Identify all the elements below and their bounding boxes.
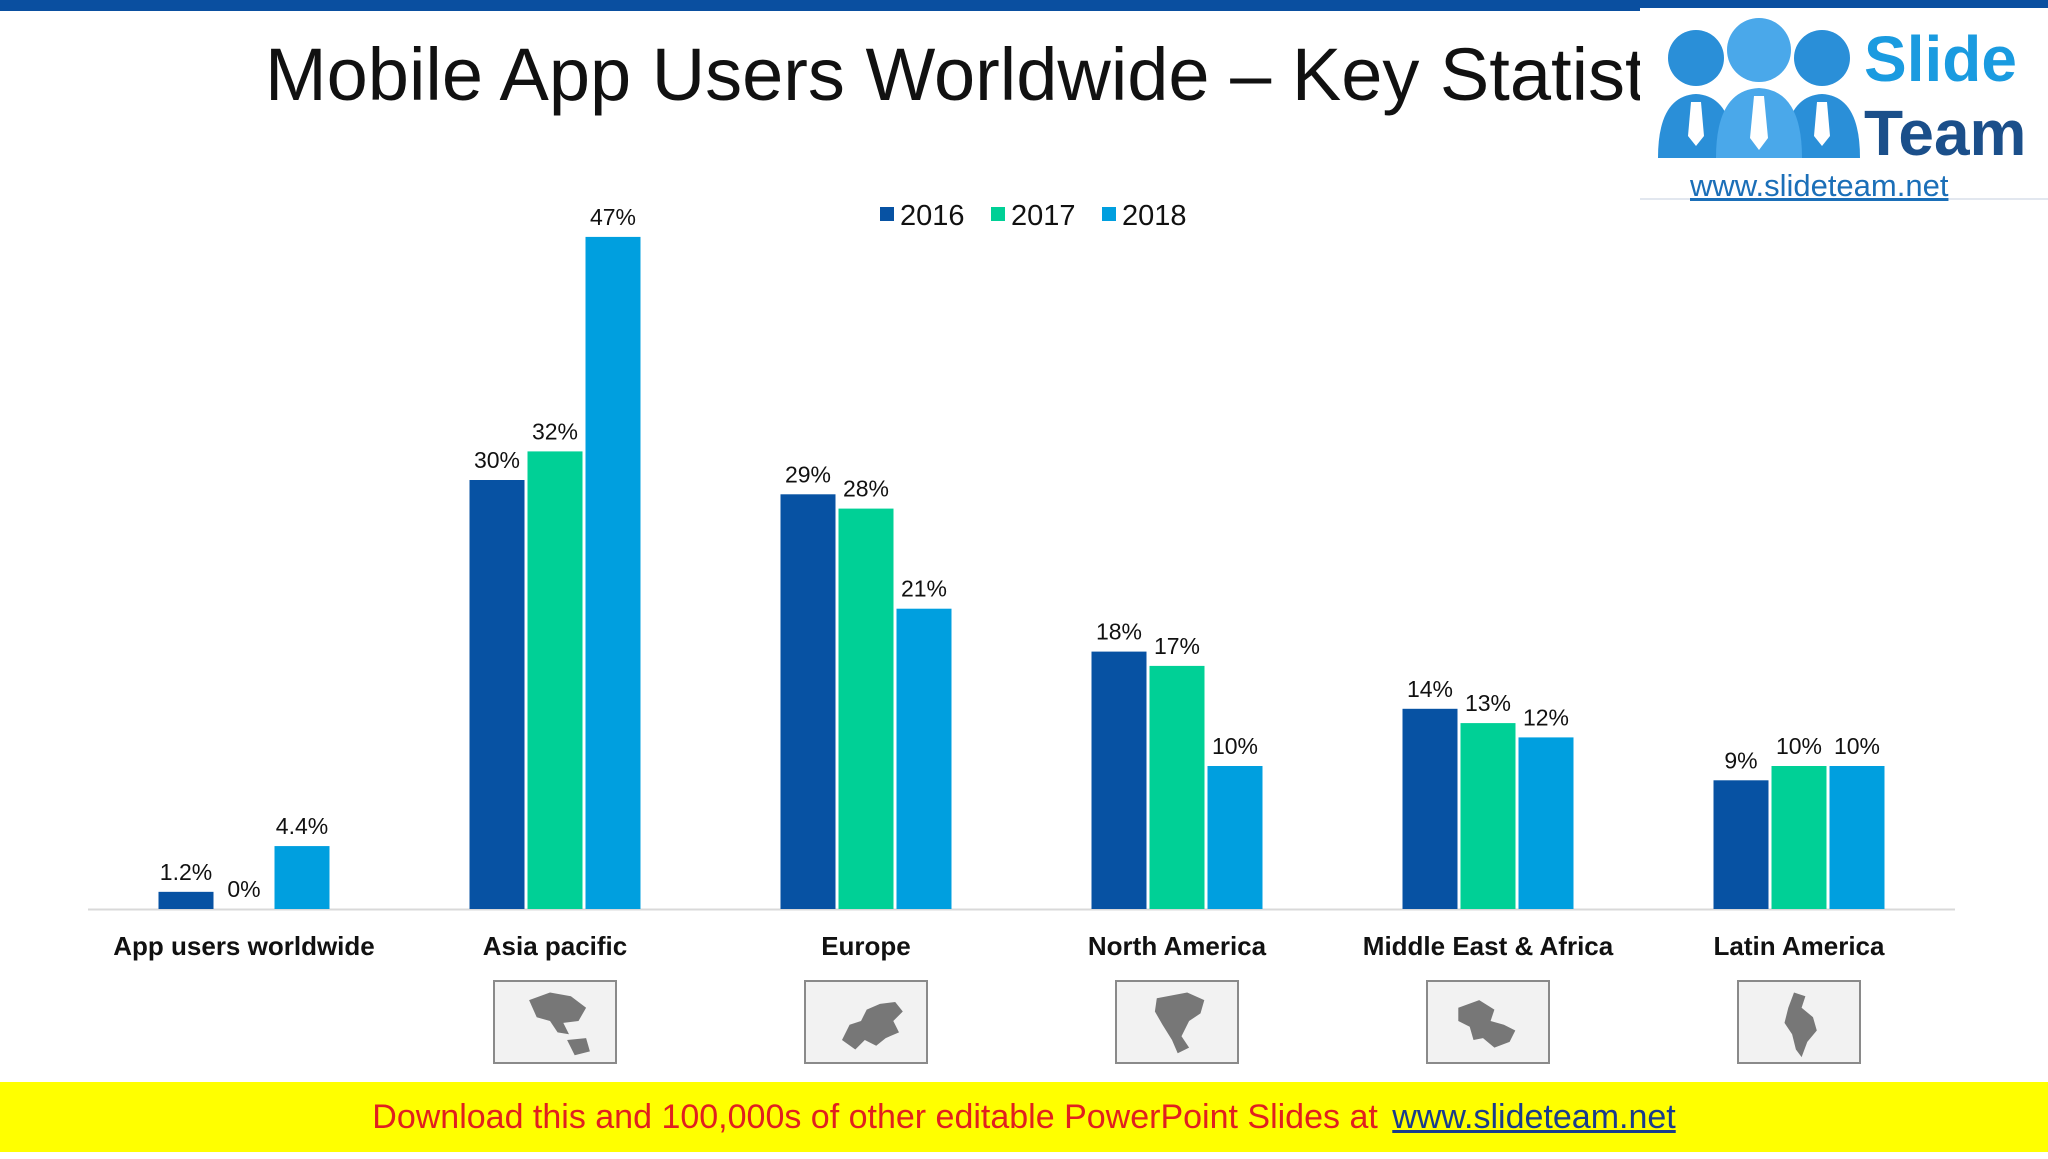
- footer-link[interactable]: www.slideteam.net: [1392, 1098, 1676, 1136]
- logo-url-link[interactable]: www.slideteam.net: [1690, 168, 1949, 203]
- data-label-2018-2: 21%: [901, 576, 947, 602]
- category-label-5: Latin America: [1714, 931, 1886, 961]
- data-label-2018-1: 47%: [590, 204, 636, 230]
- bar-2016-1: [469, 480, 525, 909]
- middle-east-africa-map-icon: [1458, 1000, 1516, 1048]
- data-label-2016-0: 1.2%: [160, 859, 212, 885]
- europe-map-icon: [842, 1002, 903, 1050]
- bar-2016-4: [1402, 708, 1458, 909]
- data-label-2018-3: 10%: [1212, 733, 1258, 759]
- data-label-2017-1: 32%: [532, 418, 578, 444]
- legend-swatch-2017: [991, 207, 1005, 221]
- data-label-2017-0: 0%: [227, 876, 260, 902]
- north-america-map-icon: [1154, 992, 1205, 1054]
- data-label-2016-5: 9%: [1724, 747, 1757, 773]
- logo-brand-bottom: Team: [1864, 97, 2027, 169]
- bar-2017-3: [1149, 665, 1205, 909]
- legend-label-2016: 2016: [900, 200, 965, 232]
- data-label-2017-2: 28%: [843, 476, 889, 502]
- slide-title: Mobile App Users Worldwide – Key Statist…: [265, 33, 1737, 116]
- bar-2018-1: [585, 236, 641, 909]
- bar-2018-4: [1518, 737, 1574, 909]
- category-label-2: Europe: [821, 931, 911, 961]
- footer-text: Download this and 100,000s of other edit…: [372, 1098, 1378, 1136]
- bar-2016-2: [780, 494, 836, 909]
- bar-2016-3: [1091, 651, 1147, 909]
- top-accent-bar: [0, 0, 2048, 11]
- bar-2017-1: [527, 451, 583, 909]
- data-label-2017-5: 10%: [1776, 733, 1822, 759]
- legend-swatch-2016: [880, 207, 894, 221]
- bar-2018-3: [1207, 766, 1263, 909]
- people-icon: [1658, 18, 1860, 158]
- bar-2018-0: [274, 846, 330, 909]
- data-label-2016-4: 14%: [1407, 676, 1453, 702]
- data-label-2017-4: 13%: [1465, 690, 1511, 716]
- data-label-2017-3: 17%: [1154, 633, 1200, 659]
- download-banner: Download this and 100,000s of other edit…: [0, 1082, 2048, 1152]
- category-label-0: App users worldwide: [113, 931, 375, 961]
- asia-pacific-map-icon: [529, 992, 590, 1056]
- category-label-3: North America: [1088, 931, 1267, 961]
- bar-2017-4: [1460, 723, 1516, 909]
- bar-2018-2: [896, 608, 952, 909]
- bar-2016-0: [158, 891, 214, 909]
- bar-chart: 1.2% 30% 29% 18% 14% 9% 0% 32% 28% 17% 13% 10% 4.4% 4…: [88, 200, 1955, 1064]
- bar-2017-5: [1771, 766, 1827, 909]
- logo-brand-top: Slide: [1864, 23, 2017, 95]
- bar-2018-5: [1829, 766, 1885, 909]
- data-label-2016-3: 18%: [1096, 619, 1142, 645]
- data-label-2016-2: 29%: [785, 461, 831, 487]
- slideteam-logo[interactable]: Slide Team www.slideteam.net: [1640, 8, 2048, 203]
- data-label-2018-5: 10%: [1834, 733, 1880, 759]
- bar-2016-5: [1713, 780, 1769, 909]
- legend-label-2017: 2017: [1011, 200, 1076, 232]
- legend-label-2018: 2018: [1122, 200, 1187, 232]
- category-label-1: Asia pacific: [483, 931, 628, 961]
- data-label-2018-4: 12%: [1523, 704, 1569, 730]
- legend-swatch-2018: [1102, 207, 1116, 221]
- latin-america-map-icon: [1784, 992, 1817, 1058]
- data-label-2016-1: 30%: [474, 447, 520, 473]
- bar-2017-2: [838, 508, 894, 909]
- data-label-2018-0: 4.4%: [276, 813, 328, 839]
- category-label-4: Middle East & Africa: [1363, 931, 1614, 961]
